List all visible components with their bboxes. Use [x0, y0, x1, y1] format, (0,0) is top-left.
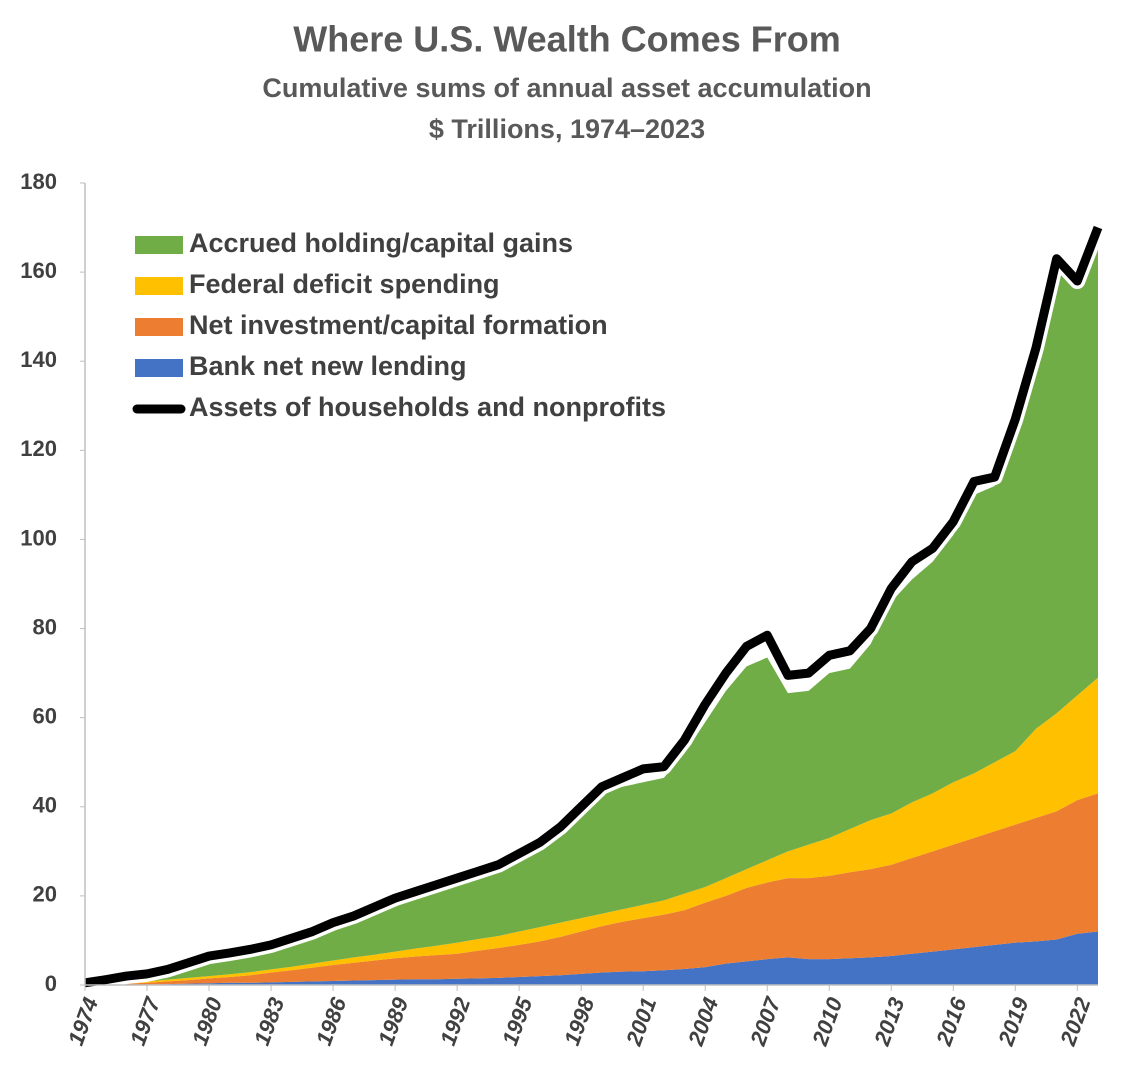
legend-swatch	[135, 236, 183, 254]
x-tick-label: 2016	[931, 993, 972, 1049]
legend-label: Federal deficit spending	[189, 269, 500, 299]
area	[85, 931, 1098, 985]
x-tick-label: 2001	[621, 994, 662, 1049]
x-tick-label: 1977	[125, 993, 166, 1049]
x-tick-label: 1989	[373, 993, 413, 1048]
y-tick-label: 180	[20, 169, 57, 194]
legend-swatch	[135, 318, 183, 336]
x-tick-label: 2013	[869, 994, 910, 1049]
y-tick-label: 20	[33, 882, 57, 907]
y-tick-label: 120	[20, 436, 57, 461]
x-tick-label: 1974	[63, 994, 103, 1049]
legend-label: Assets of households and nonprofits	[189, 392, 666, 422]
line	[84, 225, 1103, 988]
y-tick-label: 100	[20, 525, 57, 550]
legend-swatch	[135, 277, 183, 295]
legend-label: Bank net new lending	[189, 351, 467, 381]
x-tick-label: 1998	[559, 993, 599, 1048]
y-tick-label: 0	[45, 971, 57, 996]
x-tick-label: 2019	[993, 993, 1034, 1049]
chart-title: Where U.S. Wealth Comes From	[293, 19, 840, 60]
x-tick-label: 2022	[1055, 993, 1096, 1049]
x-tick-label: 1992	[435, 993, 475, 1048]
area	[85, 793, 1098, 985]
area	[85, 677, 1098, 985]
legend-label: Net investment/capital formation	[189, 310, 608, 340]
x-tick-label: 2007	[745, 993, 786, 1050]
y-tick-label: 60	[33, 703, 57, 728]
x-tick-label: 2010	[807, 993, 848, 1049]
y-tick-label: 140	[20, 347, 57, 372]
chart-subtitle: $ Trillions, 1974–2023	[429, 114, 705, 144]
x-tick-label: 1980	[187, 993, 227, 1048]
x-tick-label: 1986	[311, 993, 351, 1048]
x-tick-label: 1995	[497, 993, 537, 1048]
chart-subtitle: Cumulative sums of annual asset accumula…	[262, 73, 871, 103]
legend-swatch	[135, 359, 183, 377]
x-tick-label: 2004	[683, 994, 724, 1049]
y-tick-label: 40	[33, 793, 57, 818]
legend-label: Accrued holding/capital gains	[189, 228, 573, 258]
x-tick-label: 1983	[249, 994, 289, 1049]
y-tick-label: 160	[20, 258, 57, 283]
y-tick-label: 80	[33, 614, 57, 639]
area	[85, 236, 1098, 985]
